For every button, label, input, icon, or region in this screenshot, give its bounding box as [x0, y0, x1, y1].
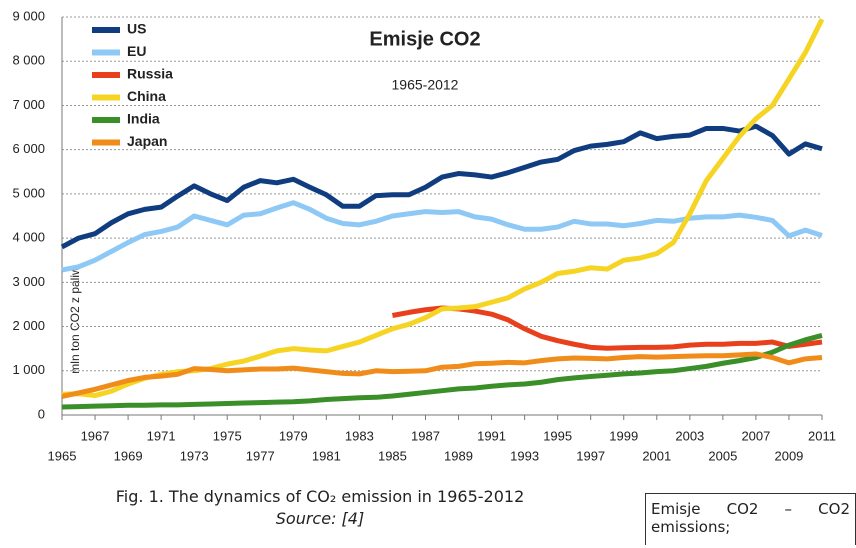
note-box: Emisje CO2 – CO2 emissions;	[645, 493, 856, 545]
y-tick-label: 7 000	[12, 97, 45, 112]
y-tick-label: 4 000	[12, 230, 45, 245]
x-tick-label: 2005	[708, 448, 737, 463]
x-tick-label: 2001	[642, 448, 671, 463]
x-tick-label: 1977	[246, 448, 275, 463]
caption-source: Source: [4]	[275, 509, 365, 528]
y-tick-label: 3 000	[12, 274, 45, 289]
series-line	[61, 18, 825, 399]
x-tick-label: 1991	[477, 428, 506, 443]
y-tick-label: 0	[38, 406, 45, 421]
x-tick-label: 1993	[510, 448, 539, 463]
x-tick-label: 1969	[114, 448, 143, 463]
x-tick-label: 1965	[48, 448, 77, 463]
y-axis-label: mln ton CO2 z paliw	[68, 266, 82, 374]
x-tick-label: 1995	[543, 428, 572, 443]
x-tick-label: 2009	[774, 448, 803, 463]
chart: Emisje CO2 1965-2012 mln ton CO2 z paliw…	[12, 8, 836, 463]
y-tick-label: 9 000	[12, 8, 45, 23]
series-line	[60, 123, 823, 250]
x-tick-label: 1989	[444, 448, 473, 463]
x-tick-label: 1971	[147, 428, 176, 443]
chart-subtitle: 1965-2012	[392, 77, 459, 93]
legend-label: China	[127, 88, 166, 104]
x-tick-label: 1979	[279, 428, 308, 443]
y-tick-label: 1 000	[12, 362, 45, 377]
x-tick-label: 2011	[808, 428, 836, 443]
y-tick-label: 5 000	[12, 185, 45, 200]
series-line	[391, 305, 823, 351]
legend-label: Japan	[127, 133, 167, 149]
x-tick-label: 1985	[378, 448, 407, 463]
caption: Fig. 1. The dynamics of CO₂ emission in …	[115, 487, 525, 506]
chart-title: Emisje CO2	[369, 28, 480, 50]
x-tick-label: 2007	[741, 428, 770, 443]
x-tick-label: 1967	[81, 428, 110, 443]
x-tick-label: 1981	[312, 448, 341, 463]
x-tick-label: 2003	[675, 428, 704, 443]
legend-label: EU	[127, 43, 146, 59]
x-tick-label: 1983	[345, 428, 374, 443]
y-tick-label: 6 000	[12, 141, 45, 156]
x-tick-label: 1987	[411, 428, 440, 443]
legend-label: US	[127, 21, 146, 37]
series-line	[61, 332, 823, 410]
x-tick-label: 1999	[609, 428, 638, 443]
series-line	[61, 351, 823, 399]
x-tick-label: 1975	[213, 428, 242, 443]
y-tick-label: 8 000	[12, 53, 45, 68]
y-tick-label: 2 000	[12, 318, 45, 333]
x-tick-label: 1997	[576, 448, 605, 463]
x-tick-label: 1973	[180, 448, 209, 463]
legend-label: India	[127, 111, 160, 127]
legend-label: Russia	[127, 66, 173, 82]
series-line	[61, 200, 823, 273]
